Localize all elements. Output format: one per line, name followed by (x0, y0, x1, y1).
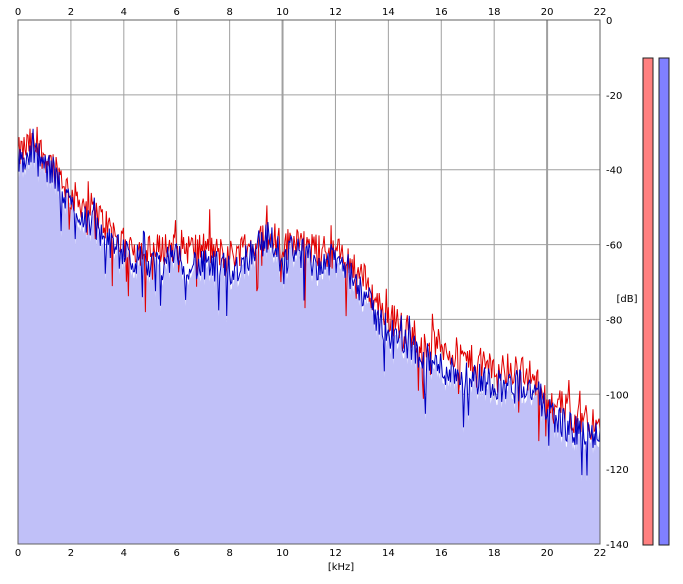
level-meters (642, 57, 670, 546)
x-tick-label-top: 0 (15, 7, 21, 18)
x-tick-label-top: 4 (121, 7, 127, 18)
y-tick-label: -120 (606, 465, 629, 476)
x-tick-label-bottom: 12 (329, 548, 342, 559)
series-lines (17, 126, 601, 476)
x-tick-label-top: 16 (435, 7, 448, 18)
y-tick-label: -100 (606, 390, 629, 401)
y-tick-label: -80 (606, 315, 622, 326)
x-tick-label-bottom: 4 (121, 548, 127, 559)
x-tick-label-bottom: 6 (174, 548, 180, 559)
bottom-x-tick-labels: 0 2 4 6 8 10 12 14 16 18 20 22 (15, 548, 607, 559)
level-meter-right (658, 57, 670, 546)
x-tick-label-top: 12 (329, 7, 342, 18)
x-tick-label-bottom: 14 (382, 548, 395, 559)
x-tick-label-bottom: 8 (226, 548, 232, 559)
x-tick-label-top: 6 (174, 7, 180, 18)
x-tick-label-top: 10 (276, 7, 289, 18)
x-tick-label-top: 18 (488, 7, 501, 18)
x-tick-label-bottom: 0 (15, 548, 21, 559)
x-tick-label-bottom: 10 (276, 548, 289, 559)
spectrum-fill-area (18, 134, 600, 545)
spectrum-fill (18, 134, 600, 545)
y-tick-label: -20 (606, 91, 622, 102)
y-tick-label: -140 (606, 540, 629, 551)
x-axis-label: [kHz] (328, 562, 354, 573)
y-tick-label: 0 (606, 16, 612, 27)
x-tick-label-bottom: 18 (488, 548, 501, 559)
y-tick-labels: 0 -20 -40 -60 -80 -100 -120 -140 (606, 16, 629, 551)
level-meter-left (642, 57, 654, 546)
x-tick-label-bottom: 20 (541, 548, 554, 559)
y-tick-label: -60 (606, 241, 622, 252)
x-tick-label-top: 2 (68, 7, 74, 18)
x-tick-label-bottom: 16 (435, 548, 448, 559)
series-line-red (17, 126, 601, 442)
x-tick-label-bottom: 22 (594, 548, 607, 559)
y-tick-label: -40 (606, 166, 622, 177)
x-tick-label-top: 14 (382, 7, 395, 18)
plot-frame (17, 19, 601, 545)
x-tick-label-top: 8 (226, 7, 232, 18)
x-tick-label-top: 22 (594, 7, 607, 18)
x-tick-label-top: 20 (541, 7, 554, 18)
series-line-blue (17, 128, 601, 476)
y-axis-label: [dB] (616, 294, 637, 305)
top-x-tick-labels: 0 2 4 6 8 10 12 14 16 18 20 22 (15, 7, 607, 18)
x-tick-label-bottom: 2 (68, 548, 74, 559)
